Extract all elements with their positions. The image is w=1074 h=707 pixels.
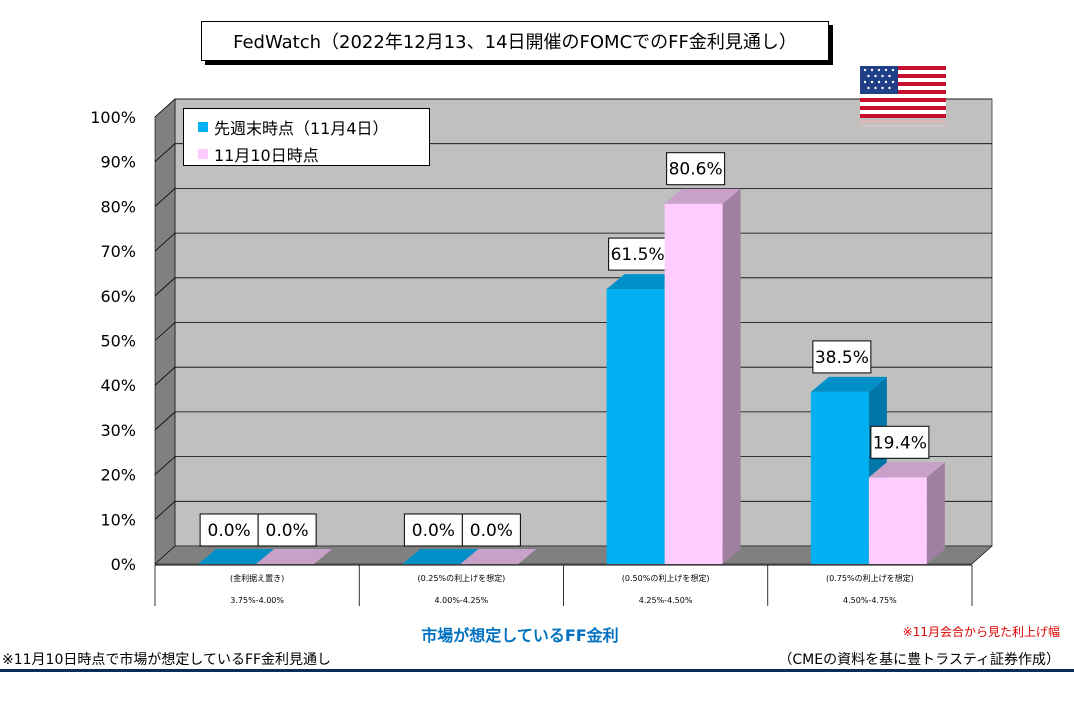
- y-tick-label: 60%: [100, 287, 136, 306]
- bar-top: [810, 376, 887, 392]
- footnote-left: ※11月10日時点で市場が想定しているFF金利見通し: [2, 652, 332, 668]
- category-label: (金利据え置き): [230, 573, 284, 583]
- data-label-box: [608, 237, 668, 271]
- bar-top: [606, 274, 683, 290]
- category-range-label: 3.75%-4.00%: [230, 596, 284, 605]
- bar-front: [868, 477, 927, 564]
- data-label: 38.5%: [815, 348, 869, 368]
- legend-swatch-series1: [198, 122, 208, 132]
- data-label: 80.6%: [669, 160, 723, 180]
- bar-top: [402, 549, 479, 564]
- bar-top: [460, 549, 537, 564]
- gridline: [154, 143, 992, 162]
- bar-front: [606, 289, 665, 564]
- y-tick-label: 80%: [100, 197, 136, 216]
- data-label: 61.5%: [611, 245, 665, 265]
- us-flag-icon: [860, 66, 946, 127]
- data-label: 0.0%: [470, 521, 513, 541]
- legend-swatch-series2: [198, 149, 208, 159]
- y-tick-label: 0%: [111, 555, 136, 574]
- data-label-box: [403, 513, 463, 547]
- bottom-rule: [0, 669, 1074, 672]
- gridline: [154, 98, 992, 118]
- data-label-box: [812, 340, 872, 374]
- category-label: (0.50%の利上げを想定): [622, 573, 710, 583]
- bar-front: [810, 391, 869, 564]
- source-note: （CMEの資料を基に豊トラスティ証券作成）: [778, 652, 1060, 668]
- bar-series1-cat2: 0.0%: [402, 513, 479, 564]
- category-label: (0.75%の利上げを想定): [826, 573, 914, 583]
- data-label-box: [666, 152, 726, 186]
- bar-top: [256, 549, 333, 564]
- y-tick-label: 100%: [90, 108, 136, 127]
- rate-hike-note: ※11月会合から見た利上げ幅: [902, 625, 1060, 639]
- y-tick-label: 50%: [100, 332, 136, 351]
- bar-side: [722, 188, 741, 564]
- category-range-label: 4.50%-4.75%: [843, 596, 897, 605]
- bar-side: [926, 462, 945, 564]
- y-tick-label: 40%: [100, 376, 136, 395]
- category-range-label: 4.00%-4.25%: [435, 596, 489, 605]
- data-label: 0.0%: [208, 521, 251, 541]
- bar-series1-cat1: 0.0%: [198, 513, 275, 564]
- legend: 先週末時点（11月4日） 11月10日時点: [183, 108, 430, 166]
- legend-item-series2: 11月10日時点: [198, 142, 319, 166]
- data-label-box: [257, 513, 317, 547]
- chart-title: FedWatch（2022年12月13、14日開催のFOMCでのFF金利見通し）: [201, 21, 829, 61]
- data-label-box: [870, 425, 930, 459]
- y-tick-label: 30%: [100, 421, 136, 440]
- category-range-label: 4.25%-4.50%: [639, 596, 693, 605]
- y-tick-label: 70%: [100, 242, 136, 261]
- data-label: 0.0%: [266, 521, 309, 541]
- category-label: (0.25%の利上げを想定): [418, 573, 506, 583]
- bar-top: [868, 462, 945, 478]
- bar-top: [198, 549, 275, 564]
- data-label-box: [461, 513, 521, 547]
- data-label: 19.4%: [873, 433, 927, 453]
- legend-label-series1: 先週末時点（11月4日）: [214, 119, 389, 138]
- legend-item-series1: 先週末時点（11月4日）: [198, 115, 389, 139]
- x-axis-title: 市場が想定しているFF金利: [421, 626, 619, 645]
- bar-series2-cat1: 0.0%: [256, 513, 333, 564]
- y-tick-label: 20%: [100, 466, 136, 485]
- y-tick-label: 10%: [100, 510, 136, 529]
- data-label: 0.0%: [412, 521, 455, 541]
- gridline: [154, 187, 992, 207]
- bar-series2-cat2: 0.0%: [460, 513, 537, 564]
- bar-top: [664, 188, 741, 204]
- bar-series2-cat4: 19.4%: [868, 425, 945, 564]
- legend-label-series2: 11月10日時点: [214, 146, 319, 165]
- y-tick-label: 90%: [100, 153, 136, 172]
- bar-series2-cat3: 80.6%: [664, 152, 741, 564]
- bar-front: [664, 203, 723, 564]
